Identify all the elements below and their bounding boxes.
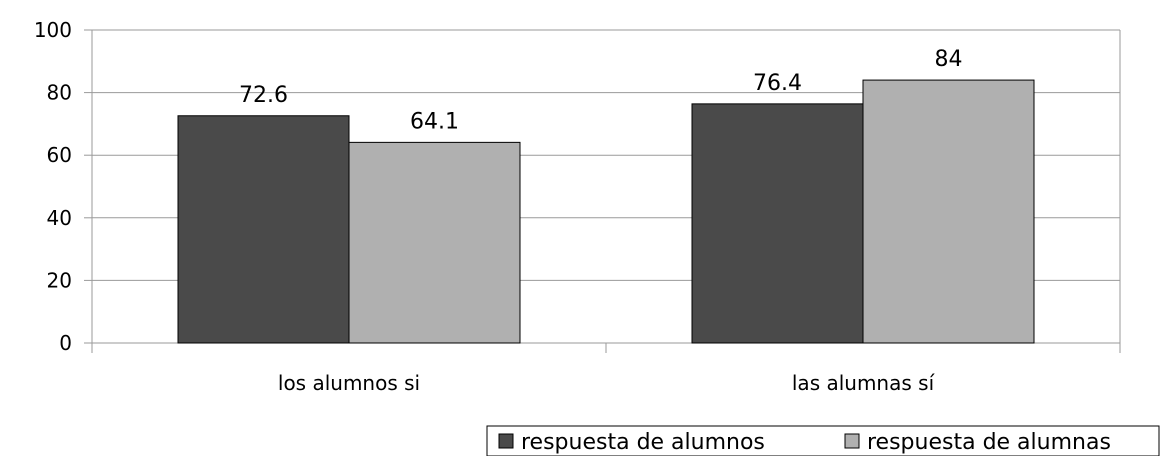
legend-label: respuesta de alumnas <box>867 430 1111 455</box>
y-tick-label: 80 <box>47 81 72 105</box>
legend-swatch <box>844 433 860 449</box>
legend-label: respuesta de alumnos <box>521 430 765 455</box>
legend: respuesta de alumnos respuesta de alumnas <box>486 425 1160 456</box>
x-category-label: los alumnos si <box>278 371 420 395</box>
axes: 0 20 40 60 80 100 los alumnos si las alumnas sí <box>34 18 1121 395</box>
bar <box>862 79 1035 344</box>
x-category-label: las alumnas sí <box>792 371 936 395</box>
y-tick-label: 100 <box>34 18 72 42</box>
bars <box>177 79 1035 344</box>
data-label: 64.1 <box>410 109 459 134</box>
y-tick-label: 20 <box>47 268 72 292</box>
legend-swatch <box>498 433 514 449</box>
y-tick-label: 60 <box>47 143 72 167</box>
legend-box <box>486 425 1160 456</box>
data-label: 84 <box>935 47 963 72</box>
bar <box>348 141 521 344</box>
data-labels: 72.6 64.1 76.4 84 <box>239 47 962 134</box>
y-tick-label: 0 <box>59 331 72 355</box>
bar <box>177 115 350 344</box>
data-label: 76.4 <box>753 71 802 96</box>
y-tick-label: 40 <box>47 206 72 230</box>
bar <box>691 103 864 344</box>
data-label: 72.6 <box>239 83 288 108</box>
